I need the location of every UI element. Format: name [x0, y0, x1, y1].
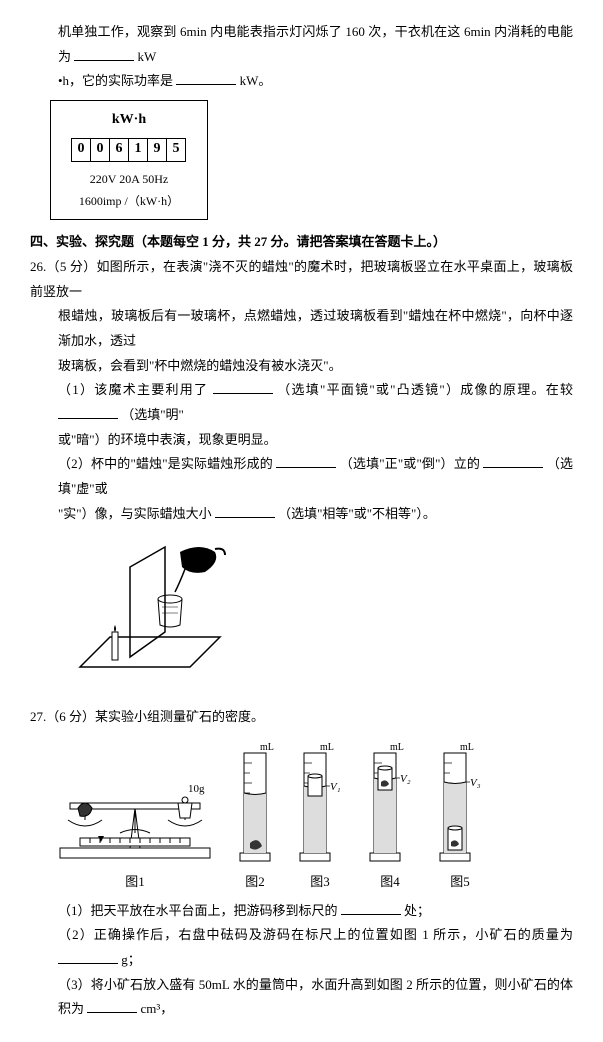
q26-line2: 根蜡烛，玻璃板后有一玻璃杯，点燃蜡烛，透过玻璃板看到"蜡烛在杯中燃烧"，向杯中逐…: [30, 304, 573, 353]
fig5-label: 图5: [450, 870, 470, 895]
meter-rating: 220V 20A 50Hz: [59, 168, 199, 191]
cyl2-wrap: mL 图2: [230, 738, 280, 895]
svg-text:mL: mL: [460, 742, 474, 753]
cyl3-wrap: mL V₁ 图3: [290, 738, 350, 895]
q26-p2b: （选填"正"或"倒"）立的: [340, 456, 480, 471]
balance-wrap: 10g 图1: [50, 748, 220, 895]
blank-power: [176, 71, 236, 85]
q27-part1: （1）把天平放在水平台面上，把游码移到标尺的 处；: [30, 899, 573, 924]
blank-q26-2b: [483, 454, 543, 468]
digit-3: 1: [128, 138, 148, 162]
meter-unit: kW·h: [59, 107, 199, 134]
q27-part3: （3）将小矿石放入盛有 50mL 水的量筒中，水面升高到如图 2 所示的位置，则…: [30, 973, 573, 1022]
q27-p1a: （1）把天平放在水平台面上，把游码移到标尺的: [58, 903, 338, 918]
q27-part2: （2）正确操作后，右盘中砝码及游码在标尺上的位置如图 1 所示，小矿石的质量为 …: [30, 923, 573, 972]
candle-figure: [70, 537, 573, 696]
blank-q27-3: [87, 999, 137, 1013]
q27-p3b: cm³，: [141, 1001, 174, 1016]
svg-text:V₁: V₁: [330, 781, 341, 793]
q26-p2d: "实"）像，与实际蜡烛大小: [58, 506, 212, 521]
q26-p2a: （2）杯中的"蜡烛"是实际蜡烛形成的: [58, 456, 273, 471]
blank-q26-1a: [213, 380, 273, 394]
q27-p2a: （2）正确操作后，右盘中砝码及游码在标尺上的位置如图 1 所示，小矿石的质量为: [58, 927, 573, 942]
intro-text-1a: 机单独工作，观察到 6min 内电能表指示灯闪烁了 160 次，干衣机在这 6m…: [58, 24, 573, 64]
digit-5: 5: [166, 138, 186, 162]
cyl4-wrap: mL V₂ 图4: [360, 738, 420, 895]
meter-digits: 0 0 6 1 9 5: [59, 138, 199, 162]
fig4-label: 图4: [380, 870, 400, 895]
q26-part2-row2: "实"）像，与实际蜡烛大小 （选填"相等"或"不相等"）。: [30, 502, 573, 527]
intro-line2: •h，它的实际功率是 kW。: [30, 69, 573, 94]
svg-text:V₃: V₃: [470, 777, 481, 789]
section-4-title: 四、实验、探究题（本题每空 1 分，共 27 分。请把答案填在答题卡上。）: [30, 230, 573, 255]
q26-line3: 玻璃板，会看到"杯中燃烧的蜡烛没有被水浇灭"。: [30, 354, 573, 379]
q27-p2b: g；: [121, 952, 141, 967]
q27-figure-row: 10g 图1 mL: [50, 738, 573, 895]
q26-p1c: （选填"明": [121, 407, 184, 422]
svg-text:V₂: V₂: [400, 773, 411, 785]
balance-svg: 10g: [50, 748, 220, 868]
blank-q26-2a: [276, 454, 336, 468]
q26-line1: 26.（5 分）如图所示，在表演"浇不灭的蜡烛"的魔术时，把玻璃板竖立在水平桌面…: [30, 255, 573, 304]
fig1-label: 图1: [125, 870, 145, 895]
blank-q27-1: [341, 901, 401, 915]
blank-energy: [74, 47, 134, 61]
blank-q26-2c: [215, 504, 275, 518]
blank-q27-2: [58, 950, 118, 964]
q26-p1a: （1）该魔术主要利用了: [58, 382, 208, 397]
q26-part1-row2: 或"暗"）的环境中表演，现象更明显。: [30, 428, 573, 453]
meter-imp: 1600imp /（kW·h）: [59, 190, 199, 213]
svg-text:mL: mL: [320, 742, 334, 753]
q26-part1-row1: （1）该魔术主要利用了 （选填"平面镜"或"凸透镜"）成像的原理。在较 （选填"…: [30, 378, 573, 427]
svg-text:mL: mL: [390, 742, 404, 753]
svg-text:mL: mL: [260, 742, 274, 753]
intro-text-2b: kW。: [240, 73, 272, 88]
cyl5-wrap: mL V₃ 图5: [430, 738, 490, 895]
fig2-label: 图2: [245, 870, 265, 895]
weight-label: 10g: [188, 783, 205, 795]
blank-q26-1b: [58, 405, 118, 419]
digit-2: 6: [109, 138, 129, 162]
intro-text-2a: •h，它的实际功率是: [58, 73, 173, 88]
digit-0: 0: [71, 138, 91, 162]
energy-meter-box: kW·h 0 0 6 1 9 5 220V 20A 50Hz 1600imp /…: [50, 100, 208, 220]
digit-4: 9: [147, 138, 167, 162]
q26-p1b: （选填"平面镜"或"凸透镜"）成像的原理。在较: [277, 382, 573, 397]
q26-p2e: （选填"相等"或"不相等"）。: [278, 506, 436, 521]
digit-1: 0: [90, 138, 110, 162]
q27-p1b: 处；: [404, 903, 430, 918]
q27-head: 27.（6 分）某实验小组测量矿石的密度。: [30, 705, 573, 730]
fig3-label: 图3: [310, 870, 330, 895]
intro-line1: 机单独工作，观察到 6min 内电能表指示灯闪烁了 160 次，干衣机在这 6m…: [30, 20, 573, 69]
intro-text-1b: kW: [138, 49, 157, 64]
q26-part2-row1: （2）杯中的"蜡烛"是实际蜡烛形成的 （选填"正"或"倒"）立的 （选填"虚"或: [30, 452, 573, 501]
